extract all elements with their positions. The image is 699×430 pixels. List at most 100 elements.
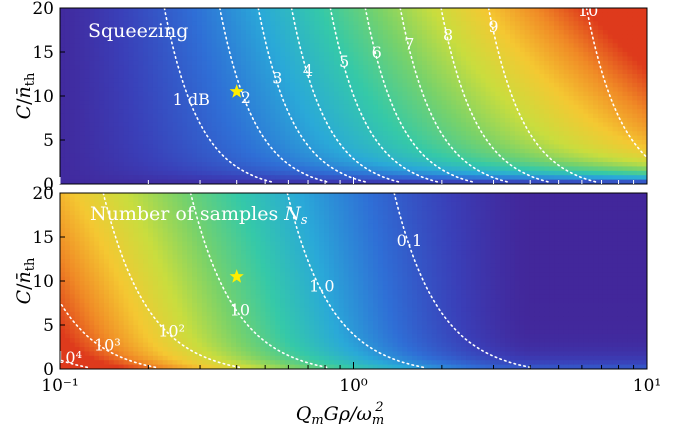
heatmap-cell — [74, 162, 81, 167]
heatmap-cell — [289, 78, 296, 84]
heatmap-cell — [182, 12, 188, 18]
heatmap-cell — [348, 47, 355, 53]
heatmap-cell — [69, 118, 76, 123]
heatmap-cell — [387, 25, 394, 31]
heatmap-cell — [64, 148, 71, 154]
heatmap-cell — [299, 157, 306, 163]
heatmap-cell — [260, 8, 267, 13]
heatmap-cell — [510, 104, 516, 110]
heatmap-cell — [285, 157, 291, 163]
heatmap-cell — [377, 65, 384, 71]
heatmap-cell — [358, 131, 364, 137]
heatmap-cell — [260, 16, 267, 22]
heatmap-cell — [514, 87, 521, 93]
heatmap-cell — [89, 34, 95, 40]
heatmap-cell — [64, 351, 71, 357]
heatmap-cell — [627, 118, 633, 123]
heatmap-cell — [387, 179, 394, 184]
heatmap-cell — [583, 162, 589, 167]
heatmap-cell — [304, 148, 311, 154]
heatmap-cell — [309, 43, 315, 49]
heatmap-cell — [148, 96, 154, 101]
heatmap-cell — [289, 122, 296, 128]
heatmap-cell — [519, 113, 526, 119]
heatmap-cell — [402, 38, 408, 44]
heatmap-cell — [397, 109, 404, 115]
heatmap-cell — [289, 118, 296, 123]
heatmap-cell — [74, 285, 81, 291]
heatmap-cell — [490, 82, 496, 88]
heatmap-cell — [113, 43, 120, 49]
heatmap-cell — [314, 91, 320, 97]
heatmap-cell — [544, 162, 550, 167]
heatmap-cell — [333, 82, 340, 88]
heatmap-cell — [123, 60, 130, 66]
heatmap-cell — [329, 131, 335, 137]
heatmap-cell — [84, 157, 90, 163]
heatmap-cell — [187, 96, 193, 101]
heatmap-cell — [192, 113, 198, 119]
heatmap-cell — [289, 135, 296, 141]
heatmap-cell — [118, 60, 125, 66]
heatmap-cell — [353, 170, 359, 176]
heatmap-cell — [206, 65, 213, 71]
heatmap-cell — [60, 47, 66, 53]
heatmap-cell — [128, 122, 134, 128]
heatmap-cell — [113, 82, 120, 88]
heatmap-cell — [461, 148, 467, 154]
heatmap-cell — [226, 78, 232, 84]
heatmap-cell — [245, 175, 252, 181]
heatmap-cell — [118, 74, 125, 79]
heatmap-cell — [319, 16, 325, 22]
heatmap-cell — [593, 118, 599, 123]
heatmap-cell — [485, 34, 492, 40]
heatmap-cell — [236, 16, 242, 22]
heatmap-cell — [152, 118, 159, 123]
heatmap-cell — [221, 65, 227, 71]
heatmap-cell — [568, 12, 575, 18]
heatmap-cell — [167, 157, 174, 163]
heatmap-cell — [104, 140, 110, 145]
heatmap-cell — [99, 153, 105, 159]
heatmap-cell — [534, 100, 540, 106]
heatmap-cell — [510, 162, 516, 167]
heatmap-cell — [182, 38, 188, 44]
heatmap-cell — [368, 12, 374, 18]
heatmap-cell — [118, 126, 125, 132]
heatmap-cell — [69, 298, 76, 304]
heatmap-cell — [123, 21, 130, 27]
heatmap-cell — [578, 78, 585, 84]
heatmap-cell — [524, 8, 531, 13]
heatmap-cell — [79, 69, 86, 75]
heatmap-cell — [632, 148, 638, 154]
heatmap-cell — [64, 201, 71, 207]
heatmap-cell — [221, 47, 227, 53]
heatmap-cell — [500, 52, 506, 57]
heatmap-cell — [461, 104, 467, 110]
heatmap-cell — [436, 38, 443, 44]
heatmap-cell — [240, 122, 247, 128]
heatmap-cell — [216, 38, 223, 44]
heatmap-cell — [289, 87, 296, 93]
heatmap-cell — [299, 21, 306, 27]
heatmap-cell — [231, 100, 237, 106]
heatmap-cell — [280, 74, 286, 79]
heatmap-cell — [304, 131, 311, 137]
heatmap-cell — [89, 12, 95, 18]
heatmap-cell — [343, 87, 350, 93]
heatmap-cell — [373, 30, 379, 35]
heatmap-cell — [485, 144, 492, 150]
heatmap-cell — [329, 175, 335, 181]
heatmap-cell — [578, 162, 585, 167]
heatmap-cell — [461, 175, 467, 181]
heatmap-cell — [99, 38, 105, 44]
heatmap-cell — [123, 179, 130, 184]
heatmap-cell — [128, 109, 134, 115]
heatmap-cell — [558, 179, 565, 184]
heatmap-cell — [446, 118, 452, 123]
heatmap-cell — [348, 100, 355, 106]
heatmap-cell — [231, 43, 237, 49]
heatmap-cell — [338, 74, 345, 79]
heatmap-cell — [182, 47, 188, 53]
